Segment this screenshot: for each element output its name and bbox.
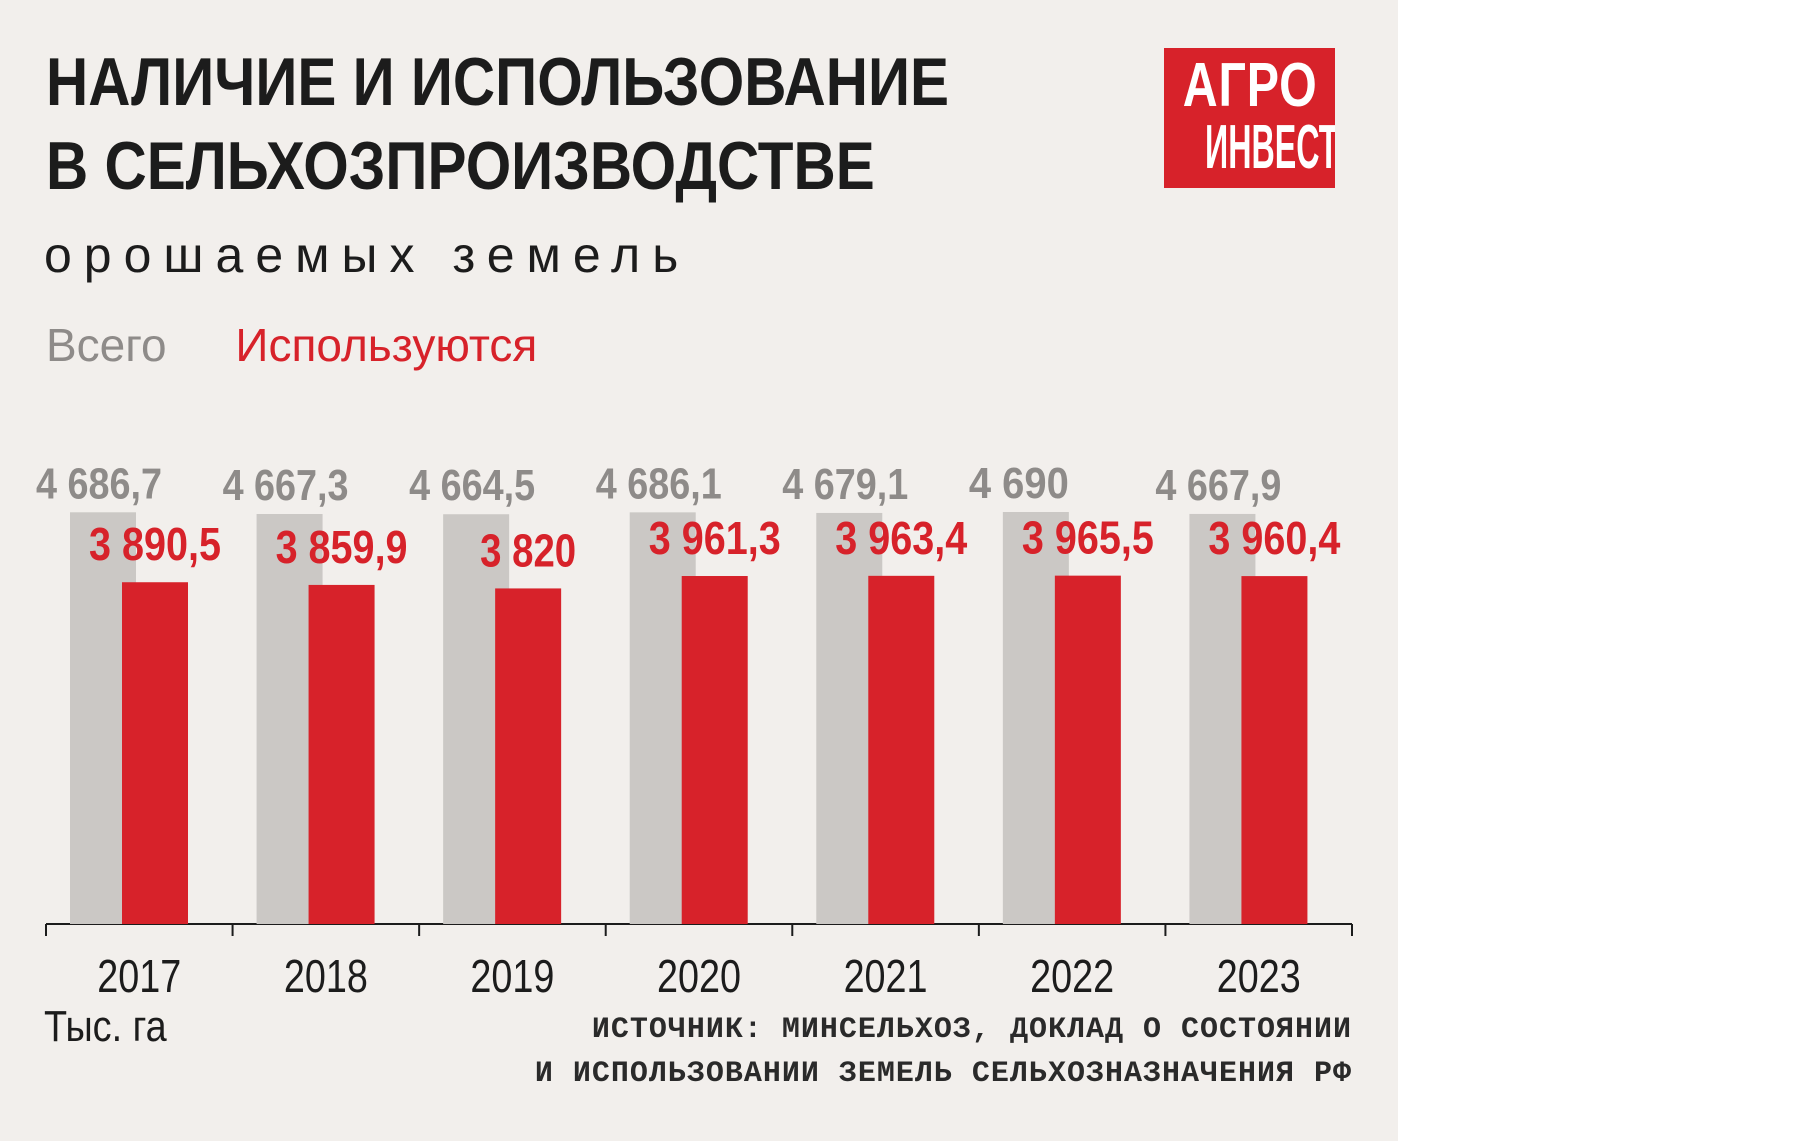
chart-panel — [0, 0, 1398, 1141]
agroinvestor-logo: АГРО ИНВЕСТОР — [1164, 48, 1335, 188]
bar-used-2019 — [495, 588, 562, 924]
source-line-1: ИСТОЧНИК: МИНСЕЛЬХОЗ, ДОКЛАД О СОСТОЯНИИ — [591, 1013, 1352, 1047]
chart-title: НАЛИЧИЕ И ИСПОЛЬЗОВАНИЕ В СЕЛЬХОЗПРОИЗВО… — [46, 40, 949, 208]
x-tick-2017: 2017 — [97, 950, 181, 1000]
label-used-2020: 3 961,3 — [649, 512, 781, 564]
label-total-2021: 4 679,1 — [782, 460, 908, 509]
chart-subtitle: орошаемых земель — [44, 227, 691, 283]
legend-used: Используются — [235, 319, 538, 371]
bar-used-2017 — [122, 582, 188, 924]
title-line-2: В СЕЛЬХОЗПРОИЗВОДСТВЕ — [46, 128, 875, 204]
unit-label: Тыс. га — [44, 1002, 167, 1051]
label-total-2023: 4 667,9 — [1155, 461, 1281, 510]
x-tick-2023: 2023 — [1217, 950, 1301, 1000]
bar-used-2022 — [1054, 575, 1121, 924]
x-tick-2018: 2018 — [284, 950, 368, 1000]
bar-used-2021 — [868, 575, 935, 924]
bar-used-2023 — [1241, 576, 1308, 924]
logo-line-1: АГРО — [1182, 51, 1318, 120]
x-tick-2020: 2020 — [657, 950, 741, 1000]
legend-total: Всего — [46, 319, 167, 371]
bar-used-2018 — [308, 584, 375, 924]
label-total-2017: 4 686,7 — [36, 459, 162, 508]
label-used-2022: 3 965,5 — [1022, 512, 1154, 564]
label-total-2018: 4 667,3 — [223, 461, 349, 510]
source-line-2: И ИСПОЛЬЗОВАНИИ ЗЕМЕЛЬ СЕЛЬХОЗНАЗНАЧЕНИЯ… — [534, 1057, 1352, 1091]
label-total-2022: 4 690 — [969, 459, 1069, 508]
x-tick-2021: 2021 — [844, 950, 928, 1000]
bar-chart: 4 686,7 3 890,5 2017 4 667,3 3 859,9 2018 4 66… — [36, 459, 1353, 1000]
bar-used-2020 — [681, 576, 748, 924]
label-used-2019: 3 820 — [480, 524, 576, 576]
source-note: ИСТОЧНИК: МИНСЕЛЬХОЗ, ДОКЛАД О СОСТОЯНИИ… — [0, 1008, 1352, 1096]
label-total-2020: 4 686,1 — [596, 459, 722, 508]
x-tick-2019: 2019 — [470, 950, 554, 1000]
label-used-2023: 3 960,4 — [1208, 512, 1340, 564]
x-tick-2022: 2022 — [1030, 950, 1114, 1000]
label-used-2018: 3 859,9 — [276, 521, 408, 573]
title-line-1: НАЛИЧИЕ И ИСПОЛЬЗОВАНИЕ — [46, 44, 950, 120]
label-used-2021: 3 963,4 — [835, 512, 967, 564]
label-used-2017: 3 890,5 — [89, 518, 221, 570]
legend: Всего Используются — [46, 318, 537, 372]
label-total-2019: 4 664,5 — [409, 461, 535, 510]
